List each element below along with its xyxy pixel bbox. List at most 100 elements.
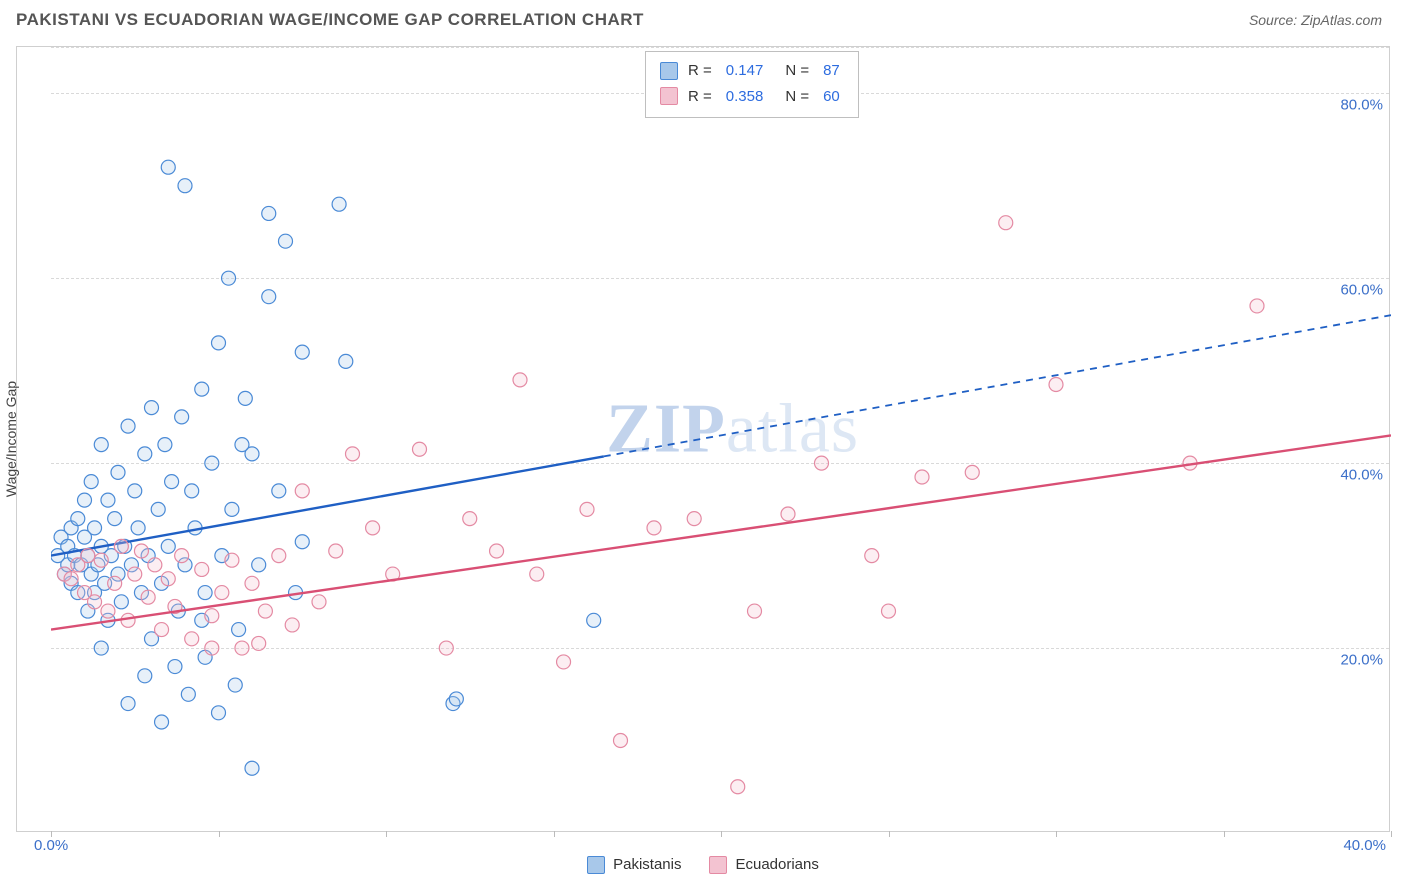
scatter-point <box>134 544 148 558</box>
scatter-point <box>71 512 85 526</box>
scatter-point <box>329 544 343 558</box>
scatter-point <box>439 641 453 655</box>
scatter-point <box>285 618 299 632</box>
source-label: Source: ZipAtlas.com <box>1249 12 1382 28</box>
scatter-point <box>161 572 175 586</box>
scatter-point <box>155 623 169 637</box>
x-tick-label-start: 0.0% <box>34 837 68 854</box>
scatter-point <box>557 655 571 669</box>
legend-n-val: 60 <box>819 84 844 110</box>
scatter-point <box>198 586 212 600</box>
scatter-point <box>161 160 175 174</box>
scatter-point <box>366 521 380 535</box>
scatter-point <box>128 567 142 581</box>
scatter-point <box>178 179 192 193</box>
scatter-point <box>88 595 102 609</box>
legend-r-key: R = <box>688 84 712 110</box>
scatter-point <box>614 734 628 748</box>
scatter-point <box>882 604 896 618</box>
scatter-point <box>295 345 309 359</box>
scatter-point <box>158 438 172 452</box>
scatter-point <box>155 715 169 729</box>
scatter-point <box>114 539 128 553</box>
scatter-point <box>121 697 135 711</box>
legend-n-key: N = <box>785 84 809 110</box>
scatter-point <box>215 586 229 600</box>
scatter-point <box>513 373 527 387</box>
scatter-point <box>235 641 249 655</box>
scatter-point <box>165 475 179 489</box>
scatter-point <box>81 549 95 563</box>
legend-row: R =0.358N =60 <box>660 84 844 110</box>
legend-n-key: N = <box>785 58 809 84</box>
scatter-point <box>131 521 145 535</box>
scatter-point <box>530 567 544 581</box>
scatter-point <box>108 576 122 590</box>
scatter-point <box>245 576 259 590</box>
scatter-point <box>222 271 236 285</box>
scatter-point <box>580 502 594 516</box>
scatter-point <box>64 572 78 586</box>
plot-area: ZIPatlas 20.0%40.0%60.0%80.0%R =0.147N =… <box>51 47 1389 831</box>
swatch-icon <box>660 87 678 105</box>
scatter-point <box>205 641 219 655</box>
scatter-point <box>101 493 115 507</box>
legend-n-val: 87 <box>819 58 844 84</box>
scatter-point <box>295 535 309 549</box>
scatter-point <box>815 456 829 470</box>
chart-header: PAKISTANI VS ECUADORIAN WAGE/INCOME GAP … <box>0 0 1406 36</box>
scatter-point <box>195 562 209 576</box>
bottom-legend: Pakistanis Ecuadorians <box>0 856 1406 874</box>
scatter-point <box>145 401 159 415</box>
scatter-point <box>346 447 360 461</box>
x-tick <box>1391 831 1392 837</box>
legend-label: Ecuadorians <box>735 856 818 873</box>
scatter-point <box>449 692 463 706</box>
scatter-point <box>312 595 326 609</box>
scatter-point <box>94 553 108 567</box>
legend-box: R =0.147N =87R =0.358N =60 <box>645 51 859 118</box>
scatter-point <box>262 206 276 220</box>
scatter-point <box>175 549 189 563</box>
y-axis-label: Wage/Income Gap <box>3 381 19 497</box>
scatter-point <box>88 521 102 535</box>
legend-item-ecuadorians: Ecuadorians <box>709 856 818 874</box>
scatter-point <box>121 419 135 433</box>
scatter-point <box>999 216 1013 230</box>
scatter-point <box>108 512 122 526</box>
scatter-point <box>1049 378 1063 392</box>
scatter-point <box>865 549 879 563</box>
scatter-point <box>245 761 259 775</box>
scatter-point <box>141 590 155 604</box>
scatter-point <box>262 290 276 304</box>
scatter-point <box>225 553 239 567</box>
chart-container: Wage/Income Gap ZIPatlas 20.0%40.0%60.0%… <box>16 46 1390 832</box>
scatter-point <box>279 234 293 248</box>
scatter-point <box>94 438 108 452</box>
scatter-point <box>205 456 219 470</box>
scatter-point <box>332 197 346 211</box>
scatter-point <box>232 623 246 637</box>
scatter-point <box>687 512 701 526</box>
scatter-point <box>138 447 152 461</box>
scatter-point <box>915 470 929 484</box>
scatter-point <box>175 410 189 424</box>
scatter-point <box>151 502 165 516</box>
scatter-point <box>339 354 353 368</box>
scatter-point <box>205 609 219 623</box>
legend-row: R =0.147N =87 <box>660 58 844 84</box>
trend-line-solid <box>51 435 1391 629</box>
scatter-point <box>238 391 252 405</box>
scatter-point <box>490 544 504 558</box>
chart-title: PAKISTANI VS ECUADORIAN WAGE/INCOME GAP … <box>16 10 644 30</box>
scatter-point <box>228 678 242 692</box>
scatter-point <box>168 660 182 674</box>
scatter-point <box>101 604 115 618</box>
scatter-point <box>272 484 286 498</box>
scatter-point <box>252 558 266 572</box>
scatter-point <box>128 484 142 498</box>
legend-item-pakistanis: Pakistanis <box>587 856 681 874</box>
scatter-point <box>295 484 309 498</box>
scatter-point <box>148 558 162 572</box>
swatch-icon <box>709 856 727 874</box>
